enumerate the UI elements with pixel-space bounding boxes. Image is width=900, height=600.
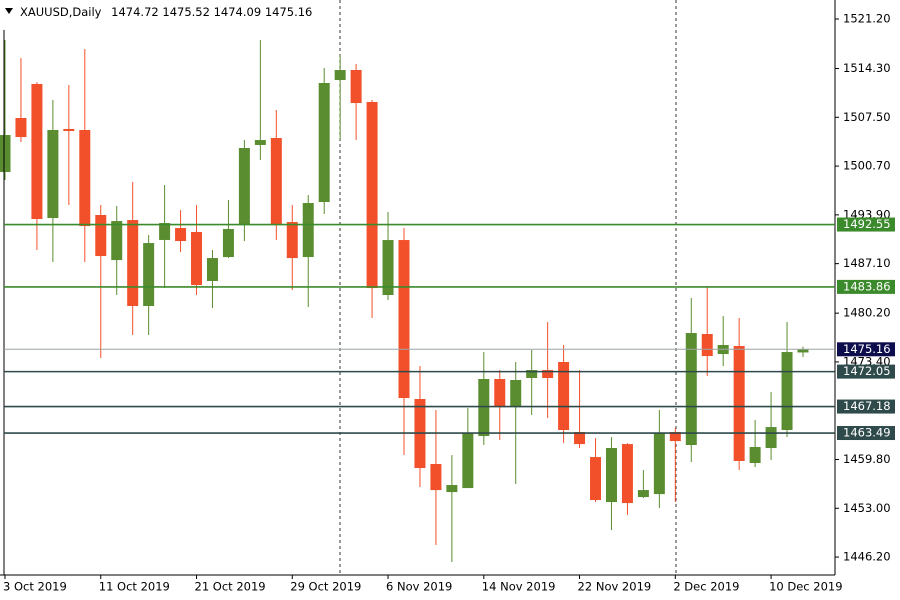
y-tick-label: 1514.30: [843, 61, 891, 75]
candle-body: [15, 118, 27, 138]
bid-label: 1475.16: [843, 342, 891, 356]
candle-body: [765, 427, 777, 449]
candle-body: [637, 490, 649, 498]
candle-body: [159, 223, 171, 240]
candle-body: [446, 485, 458, 493]
candle-body: [781, 352, 793, 431]
candle-body: [574, 432, 586, 445]
candle-body: [0, 135, 11, 173]
candle-body: [558, 362, 570, 431]
candle-body: [318, 83, 330, 203]
candle-body: [270, 138, 282, 226]
x-tick-label: 3 Oct 2019: [3, 580, 67, 594]
candle-body: [430, 464, 442, 491]
chart-header: XAUUSD,Daily 1474.72 1475.52 1474.09 147…: [20, 5, 312, 19]
x-tick-label: 29 Oct 2019: [290, 580, 361, 594]
candle-body: [526, 370, 538, 379]
candle-body: [733, 346, 745, 462]
candle-body: [590, 457, 602, 501]
level-label: 1467.18: [843, 399, 891, 413]
level-label-box: [837, 399, 895, 414]
x-tick-label: 2 Dec 2019: [673, 580, 739, 594]
x-tick-label: 21 Oct 2019: [195, 580, 266, 594]
y-tick-label: 1521.20: [843, 12, 891, 26]
y-tick-label: 1500.70: [843, 159, 891, 173]
candle-body: [653, 433, 665, 495]
candle-body: [621, 444, 633, 504]
candle-body: [398, 240, 410, 399]
header-open: 1474.72: [111, 5, 159, 19]
candle-body: [286, 222, 298, 259]
candle-body: [510, 380, 522, 407]
candle-body: [366, 102, 378, 289]
x-tick-label: 10 Dec 2019: [769, 580, 842, 594]
candle-body: [79, 129, 91, 227]
level-label: 1483.86: [843, 279, 891, 293]
menu-triangle[interactable]: [5, 8, 13, 14]
candle-body: [382, 240, 394, 295]
candle-body: [350, 70, 362, 104]
candle-body: [63, 128, 75, 131]
y-tick-label: 1459.80: [843, 452, 891, 466]
header-high: 1475.52: [162, 5, 210, 19]
candle-body: [175, 227, 187, 242]
symbol: XAUUSD,Daily: [20, 5, 102, 19]
candle-body: [254, 140, 266, 145]
candle-body: [685, 333, 697, 446]
level-label-box: [837, 279, 895, 294]
candle-body: [797, 349, 809, 353]
candle-body: [31, 84, 43, 220]
y-tick-label: 1480.20: [843, 306, 891, 320]
level-label: 1492.55: [843, 217, 891, 231]
x-tick-label: 22 Nov 2019: [578, 580, 652, 594]
header-close: 1475.16: [265, 5, 313, 19]
y-tick-label: 1487.10: [843, 256, 891, 270]
candle-body: [478, 379, 490, 437]
candle-body: [191, 232, 203, 286]
candle-body: [206, 258, 218, 282]
level-label-box: [837, 217, 895, 232]
candle-body: [542, 370, 554, 379]
level-label: 1463.49: [843, 426, 891, 440]
y-tick-label: 1453.00: [843, 501, 891, 515]
candle-body: [143, 243, 155, 306]
bid-label-box: [837, 342, 895, 357]
x-tick-label: 14 Nov 2019: [482, 580, 556, 594]
candle-body: [334, 70, 346, 80]
candle-body: [605, 448, 617, 503]
candle-body: [494, 379, 506, 408]
candle-body: [95, 215, 107, 257]
candle-body: [47, 129, 59, 219]
candle-body: [238, 148, 250, 226]
y-tick-label: 1446.20: [843, 550, 891, 564]
candle-body: [302, 203, 314, 258]
header-low: 1474.09: [214, 5, 262, 19]
level-label: 1472.05: [843, 364, 891, 378]
candle-body: [749, 447, 761, 464]
candle-body: [669, 432, 681, 442]
level-label-box: [837, 364, 895, 379]
x-tick-label: 11 Oct 2019: [99, 580, 170, 594]
candle-body: [222, 228, 234, 258]
level-label-box: [837, 426, 895, 441]
candle-body: [462, 433, 474, 489]
candle-body: [127, 220, 139, 306]
candle-body: [111, 221, 123, 261]
x-tick-label: 6 Nov 2019: [386, 580, 452, 594]
y-tick-label: 1507.50: [843, 110, 891, 124]
candle-body: [701, 334, 713, 357]
